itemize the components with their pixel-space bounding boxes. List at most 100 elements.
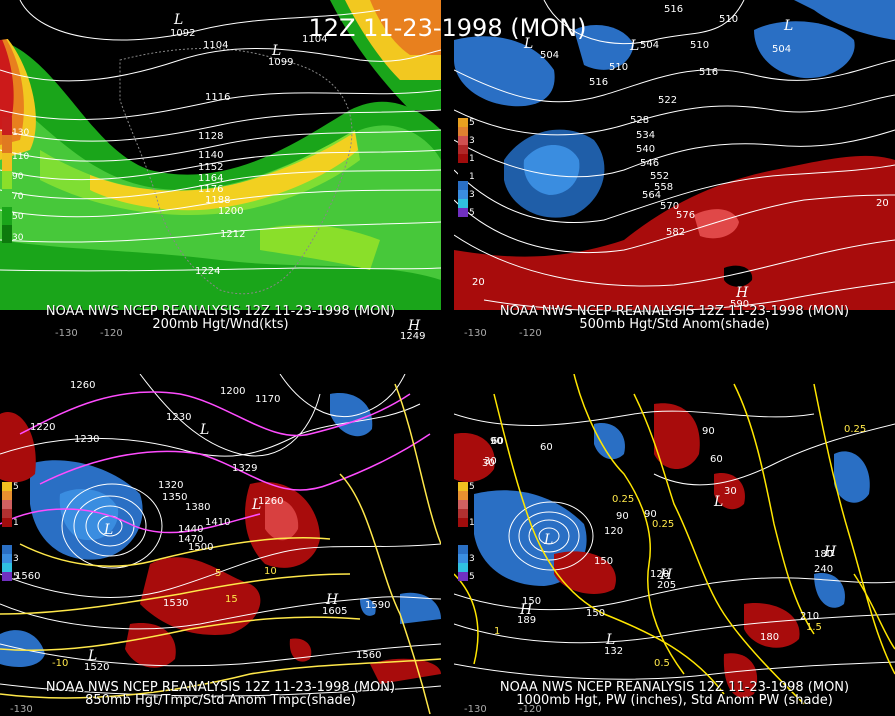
contour-label-20b: 20 [876,198,889,209]
contour-label-504c: 504 [772,44,791,55]
lon-label-130: -130 [55,328,78,339]
low-marker-132: L [605,632,615,648]
caption-line2: 1000mb Hgt, PW (inches), Std Anom PW (sh… [516,693,833,708]
contour-label-1176: 1176 [198,184,223,195]
contour-label-1188: 1188 [205,195,230,206]
contour-label-30b: 30 [724,486,737,497]
contour-label-20a: 20 [472,277,485,288]
contour-label-150c: 150 [522,596,541,607]
contour-label-1152: 1152 [198,162,223,173]
contour-label-1440: 1440 [178,524,203,535]
temp-label-5: 5 [215,568,221,579]
contour-label-1520: 1520 [84,662,109,673]
contour-label-150b: 150 [586,608,605,619]
caption-line1: NOAA NWS NCEP REANALYSIS 12Z 11-23-1998 … [499,680,850,695]
contour-label-1230b: 1230 [74,434,99,445]
contour-label-576: 576 [676,210,695,221]
contour-label-205: 205 [657,580,676,591]
contour-label-1329: 1329 [232,463,257,474]
contour-label-1099: 1099 [268,57,293,68]
legend-label-p5: 5 [13,482,19,492]
legend-label-p1: 1 [13,518,19,528]
contour-label-504a: 504 [640,40,659,51]
low-marker-center: L [103,522,113,538]
legend-label-n3: 3 [13,554,19,564]
contour-label-1128: 1128 [198,131,223,142]
low-marker-north: L [199,422,209,438]
low-marker-a: L [523,36,533,52]
contour-label-90d: 90 [644,509,657,520]
pw-label-025c: 0.25 [652,519,674,530]
panel-500mb: 516 510 504 516 510 504 510 516 522 528 … [454,0,895,340]
panel-1000mb: 60 90 90 30 30 60 90 120 150 150 180 210… [454,374,895,716]
caption-line2: 200mb Hgt/Wnd(kts) [152,317,289,332]
high-marker-590: H [735,285,749,301]
contour-label-1200a: 1200 [220,386,245,397]
contour-label-558: 558 [654,182,673,193]
lon-label-120: -120 [519,704,542,715]
contour-label-582: 582 [666,227,685,238]
contour-label-30a: 30 [484,456,497,467]
contour-label-516c: 516 [699,67,718,78]
contour-label-1590: 1590 [365,600,390,611]
pw-label-15: 1.5 [806,622,822,633]
contour-label-90a: 90 [490,436,503,447]
contour-label-150a: 150 [594,556,613,567]
contour-label-90b: 90 [702,426,715,437]
contour-label-552: 552 [650,171,669,182]
low-marker-c: L [783,18,793,34]
contour-label-1350: 1350 [162,492,187,503]
contour-label-1605: 1605 [322,606,347,617]
contour-label-1092: 1092 [170,28,195,39]
contour-label-528: 528 [630,115,649,126]
contour-label-180: 180 [760,632,779,643]
contour-label-570: 570 [660,201,679,212]
contour-label-1560b: 1560 [356,650,381,661]
legend-label-50: 50 [12,212,24,222]
contour-label-1260: 1260 [70,380,95,391]
lon-label-120: -120 [519,328,542,339]
contour-label-510b: 510 [609,62,628,73]
contour-label-1230a: 1230 [166,412,191,423]
contour-label-1164: 1164 [198,173,223,184]
contour-label-1320: 1320 [158,480,183,491]
contour-label-1140: 1140 [198,150,223,161]
contour-label-210: 210 [800,611,819,622]
temp-label-15: 15 [225,594,238,605]
caption-line1: NOAA NWS NCEP REANALYSIS 12Z 11-23-1998 … [499,304,850,319]
contour-label-1470: 1470 [178,534,203,545]
legend-label-p1: 1 [469,518,475,528]
contour-label-522: 522 [658,95,677,106]
legend-label-30: 30 [12,233,24,243]
contour-label-60b: 60 [710,454,723,465]
pw-label-025a: 0.25 [844,424,866,435]
legend-label-p1: 1 [469,154,475,164]
contour-label-240: 240 [814,564,833,575]
legend-label-70: 70 [12,192,24,202]
caption-line2: 500mb Hgt/Std Anom(shade) [579,317,770,332]
map-500mb: 516 510 504 516 510 504 510 516 522 528 … [454,0,895,340]
lon-label-130: -130 [464,328,487,339]
low-marker-east: L [251,497,261,513]
caption-line1: NOAA NWS NCEP REANALYSIS 12Z 11-23-1998 … [45,304,396,319]
contour-label-120b: 120 [650,569,669,580]
contour-label-120: 120 [604,526,623,537]
low-marker-east: L [713,494,723,510]
contour-label-180b: 180 [814,549,833,560]
contour-label-1104a: 1104 [203,40,228,51]
contour-label-1249: 1249 [400,331,425,340]
contour-label-1530: 1530 [163,598,188,609]
caption-line1: NOAA NWS NCEP REANALYSIS 12Z 11-23-1998 … [45,680,396,695]
lon-label-120: -120 [100,328,123,339]
high-marker-1249: H [407,318,421,334]
contour-label-90c: 90 [616,511,629,522]
high-marker-240: H [823,544,837,560]
pw-label-1: 1 [494,626,500,637]
contour-label-504b: 504 [540,50,559,61]
contour-label-546: 546 [640,158,659,169]
legend-label-p3: 3 [469,136,475,146]
contour-label-1212: 1212 [220,229,245,240]
contour-label-564: 564 [642,190,661,201]
legend-850mb [2,482,16,581]
legend-label-n3: 3 [469,554,475,564]
